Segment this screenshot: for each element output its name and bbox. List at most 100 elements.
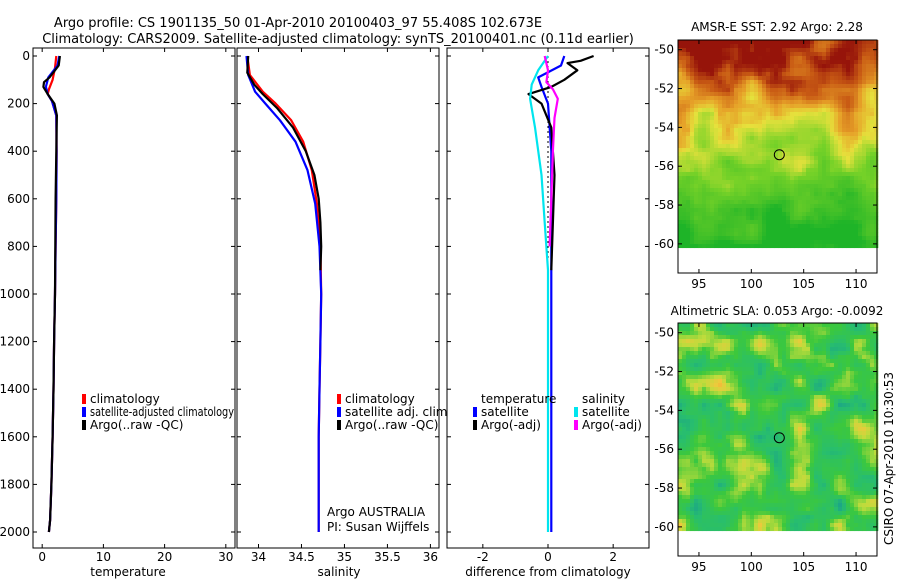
heatmap-cell	[730, 52, 735, 57]
heatmap-cell	[682, 323, 687, 328]
heatmap-cell	[770, 244, 775, 249]
heatmap-cell	[834, 128, 839, 133]
heatmap-cell	[694, 228, 699, 233]
heatmap-cell	[778, 359, 783, 364]
heatmap-cell	[702, 487, 707, 492]
heatmap-cell	[738, 84, 743, 89]
heatmap-cell	[762, 240, 767, 245]
heatmap-cell	[866, 216, 871, 221]
heatmap-cell	[854, 347, 859, 352]
heatmap-cell	[714, 467, 719, 472]
heatmap-cell	[814, 64, 819, 69]
heatmap-cell	[710, 216, 715, 221]
heatmap-cell	[706, 327, 711, 332]
heatmap-cell	[726, 168, 731, 173]
heatmap-cell	[858, 48, 863, 53]
y-tick-label: 200	[7, 97, 30, 111]
heatmap-cell	[842, 40, 847, 45]
heatmap-cell	[746, 196, 751, 201]
heatmap-cell	[746, 92, 751, 97]
heatmap-cell	[846, 172, 851, 177]
heatmap-cell	[862, 415, 867, 420]
heatmap-cell	[750, 387, 755, 392]
heatmap-cell	[758, 427, 763, 432]
heatmap-cell	[690, 112, 695, 117]
heatmap-cell	[822, 184, 827, 189]
heatmap-cell	[862, 451, 867, 456]
heatmap-cell	[782, 228, 787, 233]
heatmap-cell	[862, 327, 867, 332]
heatmap-cell	[698, 483, 703, 488]
heatmap-cell	[682, 383, 687, 388]
heatmap-cell	[686, 196, 691, 201]
heatmap-cell	[846, 479, 851, 484]
heatmap-cell	[826, 339, 831, 344]
heatmap-cell	[794, 459, 799, 464]
heatmap-cell	[826, 471, 831, 476]
heatmap-cell	[722, 204, 727, 209]
heatmap-cell	[846, 92, 851, 97]
heatmap-cell	[746, 435, 751, 440]
heatmap-cell	[770, 76, 775, 81]
heatmap-cell	[866, 104, 871, 109]
heatmap-cell	[806, 403, 811, 408]
heatmap-cell	[682, 439, 687, 444]
heatmap-cell	[718, 399, 723, 404]
heatmap-cell	[874, 395, 879, 400]
heatmap-cell	[786, 419, 791, 424]
heatmap-cell	[778, 140, 783, 145]
heatmap-cell	[738, 88, 743, 93]
heatmap-cell	[818, 104, 823, 109]
heatmap-cell	[770, 335, 775, 340]
heatmap-cell	[734, 323, 739, 328]
heatmap-cell	[726, 108, 731, 113]
heatmap-cell	[714, 52, 719, 57]
heatmap-cell	[714, 228, 719, 233]
heatmap-cell	[866, 164, 871, 169]
heatmap-cell	[814, 399, 819, 404]
heatmap-cell	[758, 208, 763, 213]
heatmap-cell	[682, 327, 687, 332]
heatmap-cell	[830, 112, 835, 117]
heatmap-cell	[854, 128, 859, 133]
heatmap-cell	[746, 116, 751, 121]
heatmap-cell	[762, 459, 767, 464]
heatmap-cell	[866, 351, 871, 356]
heatmap-cell	[798, 96, 803, 101]
heatmap-cell	[734, 160, 739, 165]
heatmap-cell	[778, 343, 783, 348]
heatmap-cell	[814, 335, 819, 340]
heatmap-cell	[766, 136, 771, 141]
heatmap-cell	[838, 96, 843, 101]
heatmap-cell	[750, 212, 755, 217]
heatmap-cell	[738, 335, 743, 340]
heatmap-cell	[806, 176, 811, 181]
heatmap-cell	[814, 140, 819, 145]
heatmap-cell	[862, 180, 867, 185]
heatmap-cell	[782, 411, 787, 416]
heatmap-cell	[698, 240, 703, 245]
heatmap-cell	[782, 439, 787, 444]
heatmap-cell	[874, 76, 879, 81]
heatmap-cell	[782, 244, 787, 249]
heatmap-cell	[710, 204, 715, 209]
heatmap-cell	[746, 156, 751, 161]
heatmap-cell	[790, 96, 795, 101]
heatmap-cell	[694, 343, 699, 348]
heatmap-cell	[834, 80, 839, 85]
heatmap-cell	[790, 88, 795, 93]
heatmap-cell	[834, 459, 839, 464]
heatmap-cell	[794, 399, 799, 404]
heatmap-cell	[866, 196, 871, 201]
heatmap-cell	[710, 387, 715, 392]
heatmap-cell	[730, 363, 735, 368]
heatmap-cell	[694, 84, 699, 89]
heatmap-cell	[854, 479, 859, 484]
heatmap-cell	[874, 120, 879, 125]
heatmap-cell	[738, 152, 743, 157]
heatmap-cell	[866, 335, 871, 340]
heatmap-cell	[874, 407, 879, 412]
heatmap-cell	[786, 104, 791, 109]
heatmap-cell	[802, 232, 807, 237]
heatmap-cell	[754, 112, 759, 117]
